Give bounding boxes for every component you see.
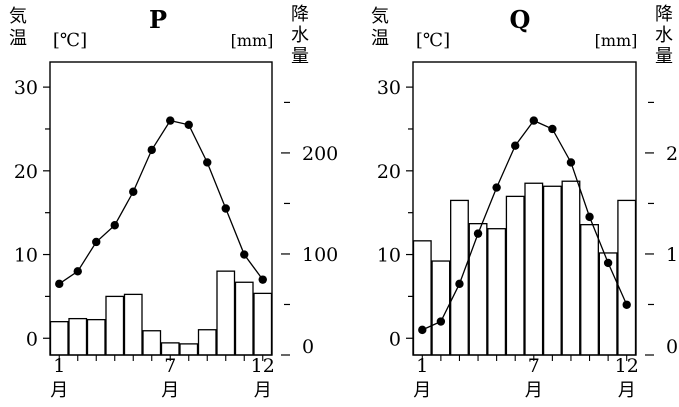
temp-point-1 bbox=[55, 279, 64, 289]
temp-axis-label: 温 bbox=[9, 28, 27, 49]
precip-bar-12 bbox=[253, 292, 273, 356]
temp-point-7 bbox=[529, 116, 538, 125]
precip-bar-8 bbox=[179, 343, 199, 356]
temp-point-9 bbox=[566, 158, 576, 167]
temperature-line bbox=[58, 119, 264, 285]
precip-bar-2 bbox=[68, 317, 88, 356]
temp-point-9 bbox=[203, 158, 212, 167]
temp-tick-label: 10 bbox=[14, 245, 38, 267]
temp-point-12 bbox=[622, 300, 631, 309]
precip-bar-10 bbox=[580, 224, 599, 356]
temp-tick-label: 10 bbox=[377, 245, 401, 267]
temp-point-5 bbox=[492, 183, 501, 192]
temp-tick-label: 30 bbox=[377, 77, 401, 99]
temp-tick-label: 30 bbox=[14, 77, 38, 99]
month-number-label: 7 bbox=[164, 355, 176, 377]
temp-point-4 bbox=[110, 221, 119, 230]
precip-bar-3 bbox=[86, 318, 106, 356]
chart-title: Q bbox=[510, 5, 531, 34]
precip-unit-label: [mm] bbox=[595, 31, 638, 50]
temp-point-6 bbox=[511, 141, 520, 150]
temp-unit-label: [℃] bbox=[416, 30, 450, 51]
precip-tick-label: 100 bbox=[302, 244, 338, 266]
temp-unit-label: [℃] bbox=[53, 30, 87, 51]
precip-bar-12 bbox=[617, 199, 637, 356]
temp-point-2 bbox=[436, 317, 446, 326]
temp-point-7 bbox=[166, 116, 175, 125]
temp-point-4 bbox=[473, 229, 483, 238]
precip-axis-label: 水 bbox=[655, 25, 673, 46]
precip-tick-label: 200 bbox=[302, 143, 338, 165]
temp-point-10 bbox=[585, 212, 594, 222]
temp-point-11 bbox=[603, 258, 613, 268]
temp-point-12 bbox=[258, 275, 267, 284]
precip-bar-5 bbox=[123, 293, 143, 356]
precip-bar-6 bbox=[142, 330, 162, 356]
temp-axis-label: 気 bbox=[371, 6, 389, 27]
precip-axis-label: 降 bbox=[291, 4, 309, 25]
precip-axis-label: 量 bbox=[655, 46, 673, 67]
temp-axis-label: 温 bbox=[371, 28, 389, 49]
temp-point-3 bbox=[92, 237, 101, 247]
precip-bar-4 bbox=[468, 223, 488, 356]
temp-tick-label: 0 bbox=[26, 328, 38, 350]
month-unit-label: 月 bbox=[525, 380, 543, 401]
month-unit-label: 月 bbox=[618, 380, 636, 401]
precip-tick-label: 200 bbox=[666, 143, 679, 165]
month-unit-label: 月 bbox=[413, 380, 431, 401]
temp-tick-label: 20 bbox=[14, 161, 38, 183]
month-number-label: 12 bbox=[615, 355, 639, 377]
precip-bar-1 bbox=[412, 240, 432, 356]
temp-point-5 bbox=[129, 187, 138, 196]
precip-bar-9 bbox=[197, 329, 217, 356]
precip-axis-label: 降 bbox=[655, 4, 673, 25]
temp-tick-label: 0 bbox=[389, 328, 401, 350]
temp-tick-label: 20 bbox=[377, 161, 401, 183]
plot-frame bbox=[412, 61, 637, 356]
chart-panel-q: 0 10 20 30 0 100 200 1 月 7 月 12 月 Q 気温 [℃] [mm] 降水量 bbox=[371, 4, 679, 401]
chart-panel-p: 0 10 20 30 0 100 200 1 月 7 月 12 月 P 気温 [℃] [mm] 降水量 bbox=[9, 4, 338, 401]
precip-unit-label: [mm] bbox=[231, 31, 274, 50]
precip-bar-7 bbox=[160, 342, 180, 356]
temp-point-6 bbox=[147, 145, 156, 155]
precip-bar-11 bbox=[234, 281, 254, 356]
precip-tick-label: 100 bbox=[666, 244, 679, 266]
precip-bar-3 bbox=[450, 199, 469, 356]
precip-bar-8 bbox=[542, 185, 562, 356]
precip-bar-5 bbox=[487, 228, 507, 356]
precip-axis-label: 量 bbox=[291, 46, 309, 67]
precip-bar-10 bbox=[216, 270, 236, 356]
precip-bar-7 bbox=[524, 182, 544, 356]
precip-bar-4 bbox=[105, 295, 125, 356]
temp-point-8 bbox=[184, 120, 193, 129]
temp-point-11 bbox=[240, 250, 249, 259]
precip-bar-1 bbox=[49, 321, 69, 356]
temp-point-8 bbox=[548, 124, 557, 134]
precip-bar-6 bbox=[505, 195, 525, 356]
precip-tick-label: 0 bbox=[302, 336, 314, 358]
plot-frame bbox=[49, 61, 273, 356]
temp-point-3 bbox=[455, 279, 464, 289]
temp-point-2 bbox=[73, 267, 82, 276]
month-number-label: 12 bbox=[251, 355, 275, 377]
temp-point-1 bbox=[418, 325, 427, 335]
temperature-line bbox=[422, 119, 628, 331]
precip-axis-label: 水 bbox=[291, 25, 309, 46]
temp-point-10 bbox=[221, 204, 230, 213]
chart-title: P bbox=[149, 5, 167, 34]
precip-tick-label: 0 bbox=[666, 336, 678, 358]
month-unit-label: 月 bbox=[50, 380, 68, 401]
month-unit-label: 月 bbox=[254, 380, 272, 401]
month-number-label: 1 bbox=[53, 355, 65, 377]
month-number-label: 7 bbox=[528, 355, 540, 377]
month-unit-label: 月 bbox=[161, 380, 179, 401]
temp-axis-label: 気 bbox=[9, 6, 27, 27]
month-number-label: 1 bbox=[416, 355, 428, 377]
precip-bar-9 bbox=[561, 180, 581, 356]
precip-bar-11 bbox=[598, 252, 618, 356]
